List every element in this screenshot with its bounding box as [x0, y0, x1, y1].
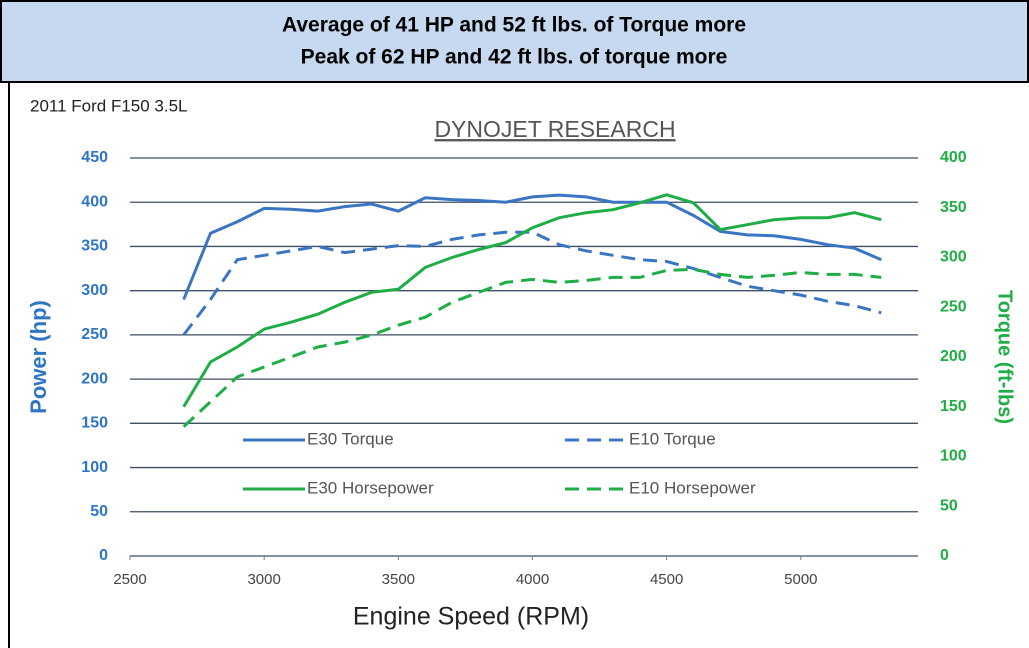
legend-label: E10 Torque: [629, 429, 716, 448]
y-tick-label: 450: [81, 149, 108, 166]
y2-tick-label: 200: [940, 348, 967, 365]
y-tick-label: 50: [90, 503, 108, 520]
y2-tick-label: 300: [940, 249, 967, 266]
chart-subtitle: 2011 Ford F150 3.5L: [30, 96, 188, 115]
y2-tick-label: 100: [940, 448, 967, 465]
y-tick-label: 350: [81, 238, 108, 255]
chart-title: DYNOJET RESEARCH: [434, 116, 675, 142]
series-line: [182, 193, 882, 301]
y2-tick-label: 250: [940, 298, 967, 315]
y-axis-title: Power (hp): [26, 300, 51, 414]
y-tick-label: 250: [81, 326, 108, 343]
y2-axis-title: Torque (ft-lbs): [994, 290, 1016, 424]
y-tick-label: 150: [81, 415, 108, 432]
legend-label: E30 Torque: [307, 429, 394, 448]
series-line: [182, 193, 882, 408]
header-line: Peak of 62 HP and 42 ft lbs. of torque m…: [301, 46, 728, 69]
plot: 0501001502002503003504004500501001502002…: [81, 149, 967, 588]
y-tick-label: 300: [81, 282, 108, 299]
header-line: Average of 41 HP and 52 ft lbs. of Torqu…: [282, 14, 746, 37]
x-axis-title: Engine Speed (RPM): [353, 603, 589, 631]
legend-label: E10 Horsepower: [629, 478, 756, 497]
y2-tick-label: 0: [940, 547, 949, 564]
series-line: [182, 230, 882, 336]
x-tick-label: 3000: [247, 571, 280, 588]
y-tick-label: 0: [99, 547, 108, 564]
legend-label: E30 Horsepower: [307, 478, 434, 497]
x-tick-label: 2500: [113, 571, 146, 588]
x-tick-label: 5000: [784, 571, 817, 588]
x-tick-label: 3500: [382, 571, 415, 588]
y-tick-label: 200: [81, 370, 108, 387]
y2-tick-label: 50: [940, 497, 958, 514]
y-tick-label: 400: [81, 193, 108, 210]
y2-tick-label: 150: [940, 398, 967, 415]
x-tick-label: 4500: [650, 571, 683, 588]
y2-tick-label: 350: [940, 199, 967, 216]
series-line: [182, 267, 882, 428]
x-tick-label: 4000: [516, 571, 549, 588]
y-tick-label: 100: [81, 459, 108, 476]
header-box: [0, 0, 1029, 83]
y2-tick-label: 400: [940, 149, 967, 166]
